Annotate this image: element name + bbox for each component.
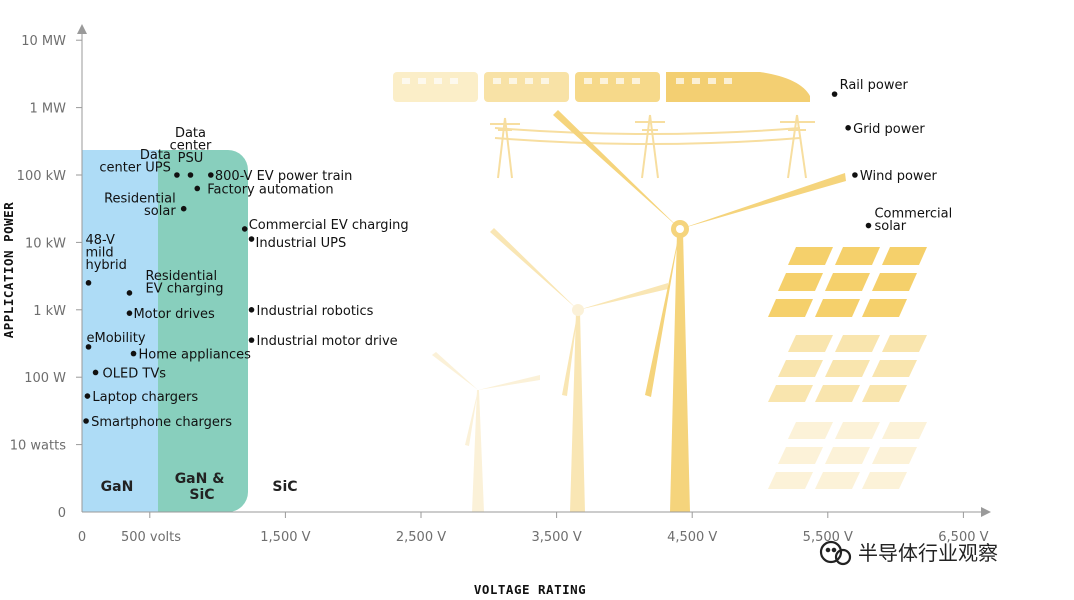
data-point-marker [241,226,248,232]
data-point-label: Data center UPS [99,148,171,176]
y-tick-label: 10 watts [10,439,66,454]
x-axis-arrow [981,507,991,517]
data-point-label: Industrial robotics [257,304,374,319]
data-point-label: Commercial solar [874,207,952,235]
data-point-marker [130,350,137,357]
y-axis-title: APPLICATION POWER [1,202,16,338]
data-point-label: Laptop chargers [92,390,198,405]
data-point-marker [83,418,89,424]
watermark-text: 半导体行业观察 [858,541,998,565]
data-point-label: Home appliances [139,348,252,363]
data-point-marker [174,172,180,178]
y-tick-label: 100 W [24,371,66,386]
data-point-marker [248,236,255,242]
data-point-marker [126,290,133,296]
y-axis-arrow [77,24,87,34]
train-illustration [393,72,810,102]
axes: 0 500 volts 1,500 V 2,500 V 3,500 V 4,500 V 5,… [10,24,991,545]
data-point-label: Rail power [840,78,909,93]
data-point-marker [194,185,201,192]
region-label-gan: GaN [101,479,134,495]
data-point-label: Industrial motor drive [257,334,398,349]
y-tick-label: 10 MW [21,34,66,49]
medium-wind-turbine-illustration [490,228,668,512]
data-point-marker [180,205,187,212]
data-points: Rail power Grid power Wind power Commercial… [83,78,952,430]
x-tick-label: 4,500 V [667,530,717,545]
technology-regions [82,150,262,512]
power-lines-illustration [490,114,815,179]
data-point-label: Industrial UPS [256,236,347,251]
data-point-label: Residential solar [104,192,176,220]
data-point-marker [187,172,194,178]
x-tick-label: 0 [78,530,86,545]
x-tick-label: 1,500 V [260,530,310,545]
data-point-label: 48-V mild hybrid [86,233,127,273]
data-point-label: Factory automation [207,182,333,197]
data-point-marker [92,369,99,376]
data-point-label: Wind power [860,169,938,184]
watermark-logo-icon [819,540,852,566]
data-point-label: Motor drives [133,307,215,322]
y-tick-label: 1 kW [33,304,66,319]
small-wind-turbine-illustration [432,352,540,512]
x-tick-label: 2,500 V [396,530,446,545]
watermark: 半导体行业观察 [819,540,998,566]
data-point-label: Residential EV charging [145,269,223,297]
data-point-label: Smartphone chargers [91,415,232,430]
x-axis-title: VOLTAGE RATING [474,582,586,597]
data-point-marker [845,125,851,131]
data-point-marker [208,172,214,178]
x-tick-label: 5,500 V [803,530,853,545]
y-tick-label: 100 kW [17,169,66,184]
x-tick-label: 6,500 V [938,530,988,545]
x-tick-label: 500 volts [121,530,181,545]
x-tick-label: 3,500 V [531,530,581,545]
y-tick-label: 10 kW [25,236,66,251]
data-point-label: Grid power [853,122,925,137]
region-label-sic: SiC [272,479,297,495]
region-label-gan-sic: GaN & SiC [175,471,230,503]
data-point-marker [85,280,92,286]
data-point-label: 800-V EV power train [215,169,353,184]
data-point-marker [84,393,91,399]
data-point-marker [865,222,872,229]
y-tick-label: 1 MW [30,102,67,117]
region-gan-area [82,150,158,512]
data-point-marker [248,337,255,343]
large-wind-turbine-illustration [553,110,846,512]
data-point-marker [831,91,838,97]
data-point-label: OLED TVs [103,366,167,381]
data-point-label: eMobility [87,331,146,346]
y-tick-label: 0 [58,506,66,521]
data-point-marker [85,344,92,350]
data-point-marker [248,307,255,313]
data-point-marker [126,310,133,316]
data-point-label: Commercial EV charging [249,218,409,233]
background-illustration [393,72,927,512]
data-point-marker [852,172,858,178]
solar-panels-illustration [768,247,927,489]
data-point-label: Data center PSU [170,126,212,166]
